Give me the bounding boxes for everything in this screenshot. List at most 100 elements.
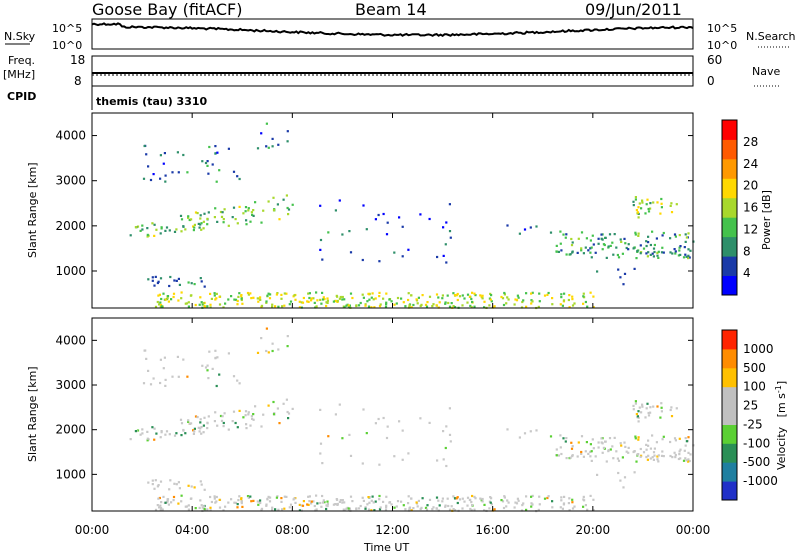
power-echo-cell bbox=[679, 253, 682, 256]
power-echo-cell bbox=[622, 283, 625, 286]
power-echo-cell bbox=[326, 301, 329, 304]
velocity-echo-cell bbox=[425, 508, 429, 511]
power-echo-cell bbox=[669, 237, 672, 240]
power-echo-cell bbox=[645, 203, 648, 206]
power-echo-cell bbox=[555, 244, 558, 247]
velocity-echo-cell bbox=[568, 509, 571, 512]
velocity-echo-cell bbox=[646, 458, 649, 461]
power-echo-cell bbox=[146, 233, 149, 236]
power-echo-cell bbox=[192, 229, 195, 232]
power-echo-cell bbox=[586, 305, 589, 308]
velocity-colorbar-swatch bbox=[722, 367, 737, 388]
power-echo-cell bbox=[349, 292, 353, 295]
velocity-echo-cell bbox=[267, 404, 270, 407]
velocity-echo-cell bbox=[269, 496, 272, 499]
velocity-echo-cell bbox=[461, 507, 464, 510]
velocity-echo-cell bbox=[657, 460, 660, 463]
velocity-echo-cell bbox=[173, 482, 176, 485]
velocity-echo-cell bbox=[382, 500, 385, 503]
velocity-echo-cell bbox=[186, 375, 189, 378]
power-echo-cell bbox=[370, 296, 373, 299]
power-echo-cell bbox=[236, 299, 239, 303]
power-echo-cell bbox=[378, 295, 381, 298]
velocity-echo-cell bbox=[378, 494, 381, 498]
power-echo-cell bbox=[634, 231, 637, 234]
velocity-colorbar-swatch bbox=[722, 481, 737, 501]
power-echo-cell bbox=[450, 302, 453, 305]
power-echo-cell bbox=[639, 244, 642, 247]
power-echo-cell bbox=[385, 292, 388, 295]
y-tick-label: 1000 bbox=[55, 467, 86, 481]
noise-tick-right-top: 10^5 bbox=[707, 22, 737, 35]
power-echo-cell bbox=[207, 211, 210, 214]
power-echo-cell bbox=[167, 300, 170, 303]
power-echo-cell bbox=[660, 197, 663, 201]
power-echo-cell bbox=[385, 303, 388, 306]
velocity-echo-cell bbox=[580, 452, 583, 455]
power-echo-cell bbox=[634, 198, 637, 201]
power-echo-cell bbox=[175, 228, 178, 231]
velocity-echo-cell bbox=[388, 501, 391, 504]
velocity-echo-cell bbox=[488, 507, 491, 510]
velocity-echo-cell bbox=[436, 459, 439, 462]
power-echo-cell bbox=[269, 293, 272, 296]
power-echo-cell bbox=[199, 296, 202, 299]
power-echo-cell bbox=[546, 293, 549, 296]
velocity-echo-cell bbox=[357, 507, 361, 510]
velocity-echo-cell bbox=[327, 435, 330, 438]
velocity-echo-cell bbox=[326, 502, 329, 505]
power-echo-cell bbox=[632, 200, 635, 203]
velocity-echo-cell bbox=[275, 496, 278, 499]
power-echo-cell bbox=[461, 304, 464, 307]
power-echo-cell bbox=[203, 304, 206, 308]
power-echo-cell bbox=[678, 249, 681, 252]
velocity-echo-cell bbox=[160, 506, 163, 510]
power-echo-cell bbox=[187, 215, 190, 218]
power-echo-cell bbox=[488, 304, 491, 307]
velocity-echo-cell bbox=[286, 410, 289, 414]
velocity-echo-cell bbox=[160, 508, 163, 511]
power-echo-cell bbox=[591, 234, 594, 237]
noise-panel: N.Sky 10^5 10^0 10^5 10^0 N.Search bbox=[4, 18, 796, 52]
velocity-echo-cell bbox=[592, 447, 595, 450]
power-echo-cell bbox=[256, 147, 260, 150]
velocity-echo-cell bbox=[250, 500, 253, 503]
velocity-echo-cell bbox=[145, 357, 148, 360]
velocity-echo-cell bbox=[282, 402, 285, 405]
power-echo-cell bbox=[220, 215, 224, 218]
power-echo-cell bbox=[180, 218, 184, 221]
y-tick-label: 4000 bbox=[55, 129, 86, 143]
power-echo-cell bbox=[355, 304, 358, 307]
power-echo-cell bbox=[621, 252, 624, 255]
power-echo-cell bbox=[199, 223, 202, 226]
power-echo-cell bbox=[280, 297, 283, 300]
velocity-echo-cell bbox=[254, 405, 257, 408]
power-echo-cell bbox=[315, 291, 318, 294]
velocity-echo-cell bbox=[207, 377, 210, 380]
velocity-echo-cell bbox=[435, 496, 439, 499]
power-echo-cell bbox=[287, 208, 291, 211]
power-echo-cell bbox=[404, 305, 407, 308]
power-echo-cell bbox=[624, 242, 627, 245]
velocity-echo-cell bbox=[655, 441, 658, 444]
power-echo-cell bbox=[407, 292, 410, 295]
power-echo-cell bbox=[483, 306, 486, 309]
power-echo-cell bbox=[215, 292, 218, 295]
power-echo-cell bbox=[428, 295, 432, 298]
power-echo-cell bbox=[159, 305, 162, 309]
velocity-echo-cell bbox=[213, 497, 216, 500]
velocity-echo-cell bbox=[637, 438, 640, 441]
velocity-echo-cell bbox=[325, 507, 328, 511]
velocity-echo-cell bbox=[659, 416, 662, 419]
velocity-echo-cell bbox=[215, 500, 218, 503]
velocity-echo-cell bbox=[560, 499, 563, 502]
velocity-echo-cell bbox=[371, 495, 374, 498]
power-echo-cell bbox=[448, 305, 452, 308]
power-echo-cell bbox=[625, 246, 628, 250]
power-echo-cell bbox=[157, 280, 160, 283]
power-echo-cell bbox=[180, 291, 183, 294]
velocity-echo-cell bbox=[236, 379, 239, 382]
velocity-echo-cell bbox=[271, 506, 274, 509]
velocity-echo-cell bbox=[584, 450, 587, 453]
power-echo-cell bbox=[237, 295, 240, 298]
